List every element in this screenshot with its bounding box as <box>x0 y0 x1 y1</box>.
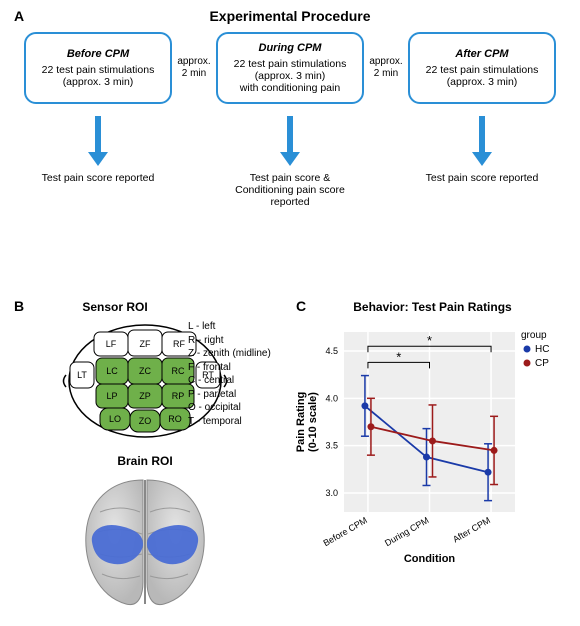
arrow-down-icon <box>216 116 364 166</box>
svg-text:3.0: 3.0 <box>325 488 338 498</box>
gap-line: 2 min <box>364 68 408 80</box>
svg-text:LT: LT <box>77 370 87 380</box>
svg-text:RO: RO <box>168 414 182 424</box>
gap-line: approx. <box>364 56 408 68</box>
brain-roi-title: Brain ROI <box>10 454 280 468</box>
box-line: 22 test pain stimulations <box>416 64 548 76</box>
svg-text:RC: RC <box>172 366 185 376</box>
svg-text:RP: RP <box>172 391 185 401</box>
proc-box-before: Before CPM 22 test pain stimulations (ap… <box>24 32 172 104</box>
sensor-legend: L - leftR - rightZ - zenith (midline)F -… <box>188 320 271 428</box>
box-title: After CPM <box>416 48 548 60</box>
box-line: 22 test pain stimulations <box>32 64 164 76</box>
panel-a-title: Experimental Procedure <box>0 8 580 24</box>
gap-label: approx. 2 min <box>172 56 216 80</box>
outcome-text: Test pain score reported <box>24 172 172 208</box>
gap-label: approx. 2 min <box>364 56 408 80</box>
svg-text:group: group <box>521 330 547 341</box>
svg-text:4.5: 4.5 <box>325 346 338 356</box>
outcome-row: Test pain score reported Test pain score… <box>0 172 580 208</box>
svg-text:After CPM: After CPM <box>451 515 492 544</box>
pain-ratings-chart: 3.0 3.5 4.0 4.5 * * Before CPM During CPM After … <box>290 318 575 568</box>
svg-text:CP: CP <box>535 358 549 369</box>
gap-line: 2 min <box>172 68 216 80</box>
svg-text:ZP: ZP <box>139 391 151 401</box>
outcome-text: Test pain score reported <box>408 172 556 208</box>
brain-roi-diagram <box>70 472 220 612</box>
svg-text:LF: LF <box>106 339 117 349</box>
arrow-down-icon <box>24 116 172 166</box>
svg-text:Condition: Condition <box>404 553 456 565</box>
svg-text:Pain Rating: Pain Rating <box>295 392 307 453</box>
gap-line: approx. <box>172 56 216 68</box>
svg-text:3.5: 3.5 <box>325 441 338 451</box>
box-line: 22 test pain stimulations <box>224 58 356 70</box>
procedure-row: Before CPM 22 test pain stimulations (ap… <box>0 32 580 104</box>
proc-box-after: After CPM 22 test pain stimulations (app… <box>408 32 556 104</box>
box-line: (approx. 3 min) <box>224 70 356 82</box>
svg-text:LC: LC <box>106 366 118 376</box>
box-line: (approx. 3 min) <box>416 76 548 88</box>
panel-b: Sensor ROI LF ZF RF LT RT LC ZC RC LP ZP <box>10 300 280 612</box>
sensor-roi-title: Sensor ROI <box>0 300 280 314</box>
svg-text:LP: LP <box>106 391 117 401</box>
svg-text:4.0: 4.0 <box>325 393 338 403</box>
box-line: (approx. 3 min) <box>32 76 164 88</box>
box-title: Before CPM <box>32 48 164 60</box>
svg-text:LO: LO <box>109 414 121 424</box>
panel-c: Behavior: Test Pain Ratings 3.0 3.5 4.0 4.5… <box>290 300 575 568</box>
proc-box-during: During CPM 22 test pain stimulations (ap… <box>216 32 364 104</box>
svg-text:*: * <box>427 333 432 348</box>
svg-text:ZF: ZF <box>140 339 151 349</box>
outcome-text: Test pain score &Conditioning pain score… <box>216 172 364 208</box>
chart-title: Behavior: Test Pain Ratings <box>290 300 575 314</box>
svg-text:During CPM: During CPM <box>383 515 430 548</box>
box-title: During CPM <box>224 42 356 54</box>
panel-a: Experimental Procedure Before CPM 22 tes… <box>0 8 580 208</box>
box-line: with conditioning pain <box>224 82 356 94</box>
svg-text:RF: RF <box>173 339 185 349</box>
svg-text:ZO: ZO <box>139 416 152 426</box>
svg-text:ZC: ZC <box>139 366 151 376</box>
arrow-row <box>0 110 580 166</box>
svg-text:*: * <box>396 349 401 364</box>
svg-text:HC: HC <box>535 344 549 355</box>
svg-text:(0-10 scale): (0-10 scale) <box>307 392 319 452</box>
svg-text:Before CPM: Before CPM <box>321 515 368 548</box>
arrow-down-icon <box>408 116 556 166</box>
